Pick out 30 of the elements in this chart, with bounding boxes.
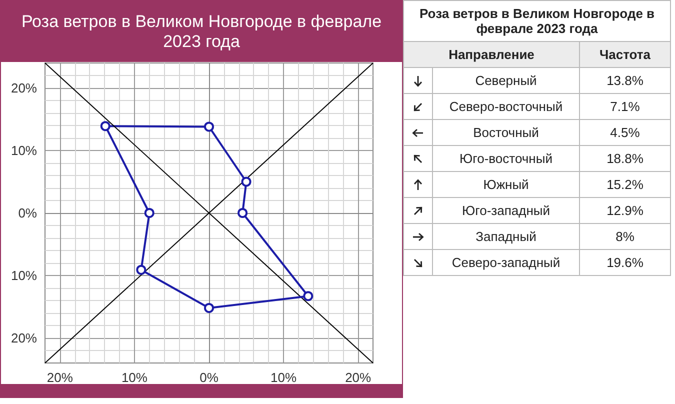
y-tick-label: 0%: [18, 206, 38, 220]
category-label: Юго-западный: [432, 198, 580, 224]
x-tick-label: 10%: [270, 370, 297, 385]
chart-title: Роза ветров в Великом Новгороде в феврале 2023 года: [1, 1, 402, 62]
text: 18.8%: [606, 151, 644, 166]
y-tick-label: 20%: [10, 80, 38, 96]
y-tick-label: 20%: [10, 330, 38, 346]
text: 8%: [616, 229, 634, 244]
category-label: Южный: [432, 172, 580, 198]
text: 7.1%: [610, 99, 640, 114]
x-tick-label: 0%: [200, 370, 219, 385]
category-label: Восточный: [432, 120, 580, 146]
y-tick-label: 10%: [10, 268, 38, 283]
text: 19.6%: [606, 255, 644, 270]
category-label: Западный: [432, 224, 580, 250]
text: Роза ветров в Великом Новгороде в феврале 2023 года: [404, 0, 670, 42]
category-label: Юго-восточный: [432, 146, 580, 172]
text: Направление: [404, 42, 580, 68]
text: 12.9%: [606, 203, 644, 218]
category-label: Северо-восточный: [432, 94, 580, 120]
text: 15.2%: [606, 177, 644, 192]
category-label: Северо-западный: [432, 250, 580, 276]
category-label: Северный: [432, 68, 580, 94]
x-tick-label: 20%: [46, 370, 74, 385]
y-tick-label: 10%: [10, 143, 38, 158]
x-tick-label: 10%: [121, 370, 148, 385]
text: Частота: [580, 42, 670, 68]
text: 4.5%: [610, 125, 640, 140]
text: 13.8%: [606, 73, 644, 88]
x-tick-label: 20%: [345, 370, 372, 385]
